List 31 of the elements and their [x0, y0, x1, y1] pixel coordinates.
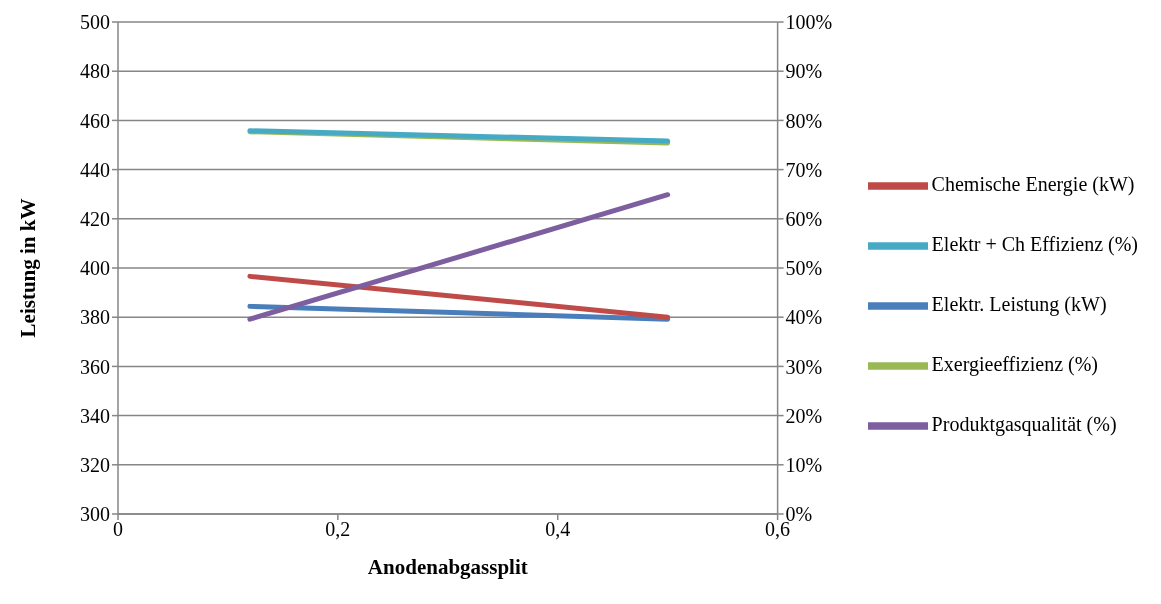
y-tick-label: 300 [80, 503, 110, 526]
y2-tick-label: 100% [785, 11, 833, 34]
legend-label: Produktgasqualität (%) [931, 412, 1117, 435]
y2-tick-label: 80% [785, 109, 823, 132]
y-tick-label: 380 [80, 306, 110, 329]
y2-tick-label: 70% [785, 158, 823, 181]
legend-label: Elektr. Leistung (kW) [931, 292, 1107, 315]
y2-tick-label: 40% [785, 306, 823, 329]
y-tick-label: 340 [80, 404, 110, 427]
x-tick-label: 0,4 [545, 518, 571, 541]
y-tick-label: 480 [80, 60, 110, 83]
legend-label: Exergieeffizienz (%) [931, 352, 1098, 375]
y-axis-title: Leistung in kW [16, 198, 41, 338]
x-tick-label: 0,2 [325, 518, 351, 541]
y2-tick-label: 60% [785, 207, 823, 230]
x-axis-title: Anodenabgassplit [367, 555, 528, 579]
y-tick-label: 500 [80, 11, 110, 34]
y2-tick-label: 30% [785, 355, 823, 378]
y-tick-label: 400 [80, 257, 110, 280]
y-tick-label: 460 [80, 109, 110, 132]
y-tick-label: 360 [80, 355, 110, 378]
x-tick-label: 0 [113, 518, 123, 541]
legend-label: Chemische Energie (kW) [931, 172, 1135, 195]
y-tick-label: 440 [80, 158, 110, 181]
y-tick-label: 320 [80, 453, 110, 476]
y2-tick-label: 50% [785, 257, 823, 280]
y-tick-label: 420 [80, 207, 110, 230]
legend-label: Elektr + Ch Effizienz (%) [931, 232, 1138, 255]
y2-tick-label: 90% [785, 60, 823, 83]
y2-tick-label: 10% [785, 453, 823, 476]
y2-tick-label: 20% [785, 404, 823, 427]
